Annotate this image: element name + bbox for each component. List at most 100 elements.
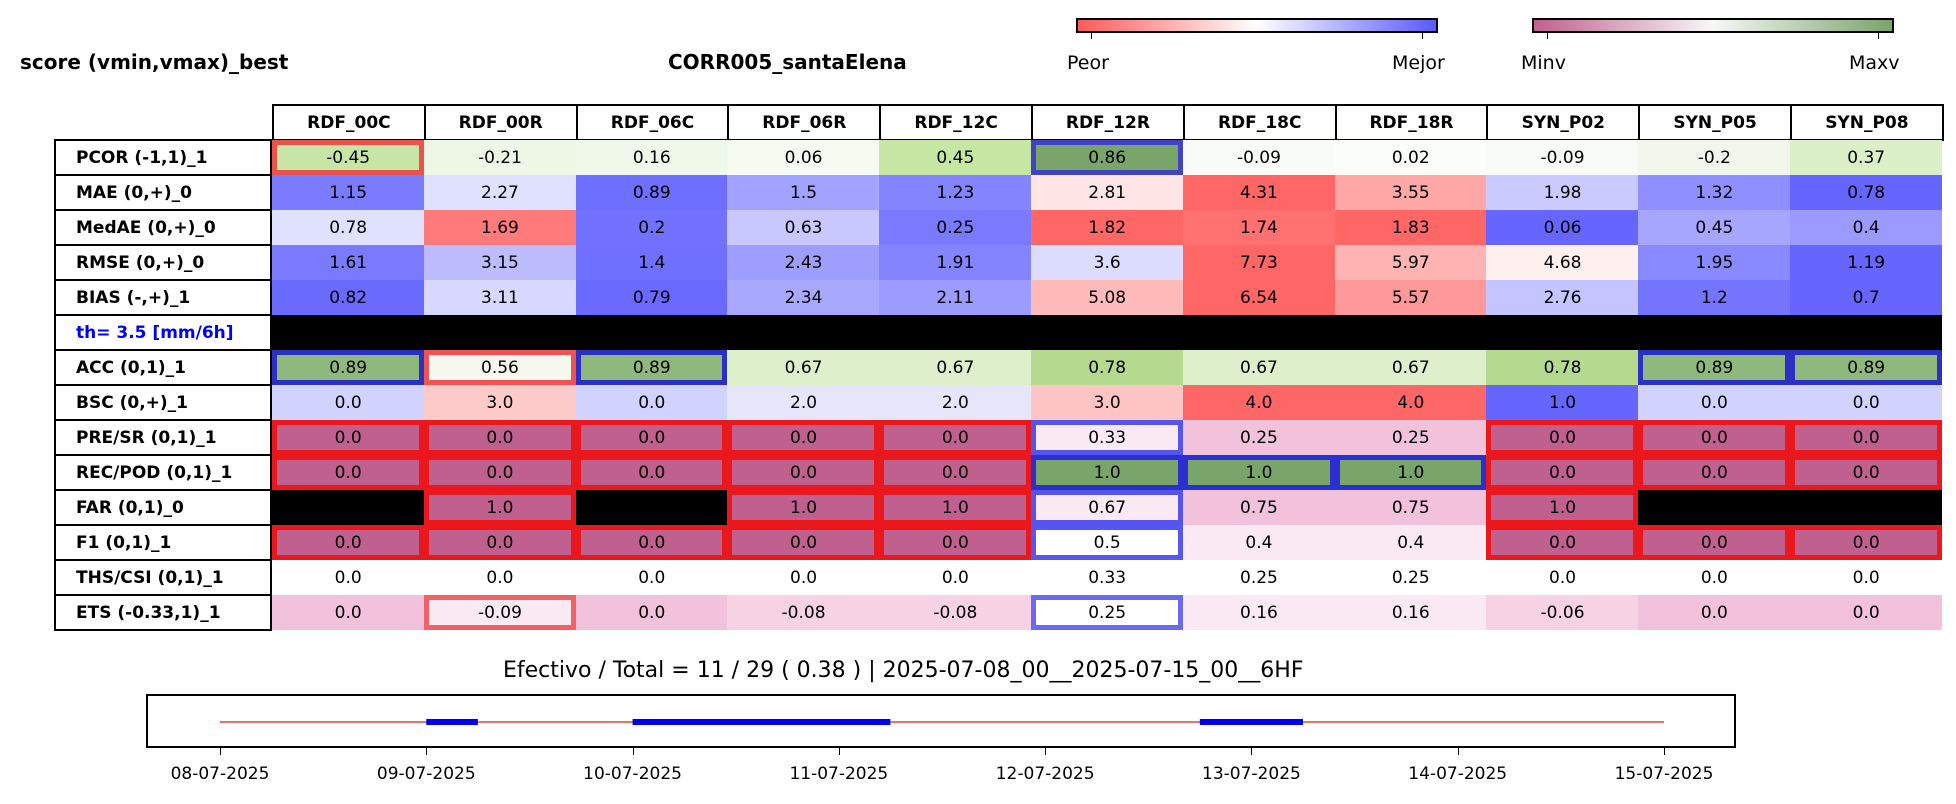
- table-cell: 0.0: [272, 560, 425, 595]
- colorbar-minv-maxv: [1532, 18, 1894, 33]
- table-cell: 0.0: [1486, 525, 1639, 560]
- table-cell: 0.16: [575, 140, 728, 175]
- column-header: RDF_06R: [727, 104, 882, 141]
- table-cell: 0.0: [575, 525, 728, 560]
- table-cell: 1.0: [1486, 385, 1639, 420]
- table-cell: [272, 490, 425, 525]
- table-cell: [575, 490, 728, 525]
- column-header: RDF_18C: [1182, 104, 1337, 141]
- table-cell: -0.21: [423, 140, 577, 175]
- table-cell: -0.08: [727, 595, 880, 630]
- table-cell: 0.25: [1031, 595, 1184, 630]
- colorbar-tick: [1547, 33, 1548, 39]
- table-cell: 0.37: [1790, 140, 1943, 175]
- timeline-tick-label: 15-07-2025: [1614, 764, 1714, 784]
- table-cell: 0.33: [1031, 560, 1184, 595]
- title-left: score (vmin,vmax)_best: [20, 50, 289, 74]
- table-cell: [1031, 315, 1184, 350]
- table-cell: [1638, 490, 1791, 525]
- table-cell: -0.2: [1638, 140, 1791, 175]
- timeline-plot: [220, 719, 1664, 725]
- colorbar-tick: [1091, 33, 1092, 39]
- table-cell: -0.06: [1486, 595, 1639, 630]
- table-cell: 0.0: [1486, 560, 1639, 595]
- table-cell: [575, 315, 728, 350]
- table-cell: 0.33: [1031, 420, 1184, 455]
- table-cell: 5.08: [1031, 280, 1184, 315]
- table-cell: 0.89: [272, 350, 425, 385]
- row-label: THS/CSI (0,1)_1: [54, 559, 272, 596]
- timeline-tick-label: 13-07-2025: [1202, 764, 1301, 784]
- timeline-tick: [838, 748, 840, 755]
- table-cell: 0.0: [423, 525, 577, 560]
- table-cell: 1.0: [1031, 455, 1184, 490]
- table-cell: 0.79: [575, 280, 728, 315]
- table-cell: 0.0: [1638, 420, 1791, 455]
- table-cell: 0.25: [1334, 420, 1487, 455]
- table-cell: 0.78: [272, 210, 425, 245]
- table-cell: 0.0: [727, 420, 880, 455]
- timeline-tick-label: 10-07-2025: [583, 764, 682, 784]
- table-cell: 0.86: [1031, 140, 1184, 175]
- table-cell: [423, 315, 577, 350]
- table-cell: [1638, 315, 1791, 350]
- table-cell: 0.0: [727, 560, 880, 595]
- table-cell: 0.0: [575, 595, 728, 630]
- table-cell: 0.63: [727, 210, 880, 245]
- table-cell: 0.25: [1334, 560, 1487, 595]
- table-cell: [1790, 490, 1943, 525]
- table-cell: 1.0: [1182, 455, 1336, 490]
- table-cell: 0.0: [1790, 525, 1943, 560]
- colorbar-high-label: Mejor: [1392, 52, 1445, 74]
- column-header: RDF_00R: [423, 104, 578, 141]
- table-cell: -0.09: [1486, 140, 1639, 175]
- table-cell: 2.27: [423, 175, 577, 210]
- table-cell: 4.0: [1334, 385, 1487, 420]
- column-header: RDF_06C: [575, 104, 730, 141]
- table-cell: 0.0: [1638, 595, 1791, 630]
- table-cell: [272, 315, 425, 350]
- table-cell: [1486, 315, 1639, 350]
- table-cell: 6.54: [1182, 280, 1336, 315]
- table-cell: 0.67: [727, 350, 880, 385]
- table-cell: 1.23: [879, 175, 1032, 210]
- table-cell: 1.0: [1486, 490, 1639, 525]
- table-cell: 0.0: [272, 420, 425, 455]
- table-cell: 0.0: [1638, 525, 1791, 560]
- table-cell: 0.0: [272, 455, 425, 490]
- row-label: BSC (0,+)_1: [54, 384, 272, 421]
- table-cell: 2.43: [727, 245, 880, 280]
- timeline-tick-label: 12-07-2025: [995, 764, 1095, 784]
- table-cell: 1.32: [1638, 175, 1791, 210]
- table-cell: 0.0: [1638, 385, 1791, 420]
- table-cell: 0.75: [1334, 490, 1487, 525]
- table-cell: 0.0: [272, 525, 425, 560]
- row-label: th= 3.5 [mm/6h]: [54, 314, 272, 351]
- table-cell: 0.4: [1790, 210, 1943, 245]
- table-cell: 0.25: [879, 210, 1032, 245]
- table-cell: 0.67: [1334, 350, 1487, 385]
- table-cell: 0.0: [1790, 455, 1943, 490]
- column-header: SYN_P05: [1638, 104, 1792, 141]
- table-cell: 2.81: [1031, 175, 1184, 210]
- table-cell: 0.0: [879, 560, 1032, 595]
- table-cell: 0.7: [1790, 280, 1943, 315]
- column-header: RDF_12C: [879, 104, 1033, 141]
- table-cell: 0.78: [1790, 175, 1943, 210]
- column-header: RDF_00C: [272, 104, 426, 141]
- colorbar-low-label: Peor: [1067, 52, 1109, 74]
- table-cell: 1.74: [1182, 210, 1336, 245]
- table-cell: 1.19: [1790, 245, 1943, 280]
- table-cell: 3.0: [1031, 385, 1184, 420]
- table-cell: 0.0: [1790, 560, 1943, 595]
- table-cell: 0.67: [1182, 350, 1336, 385]
- table-cell: 1.0: [727, 490, 880, 525]
- table-cell: 1.61: [272, 245, 425, 280]
- table-cell: 0.89: [1790, 350, 1943, 385]
- table-cell: 1.5: [727, 175, 880, 210]
- table-cell: 0.4: [1182, 525, 1336, 560]
- table-cell: 7.73: [1182, 245, 1336, 280]
- table-cell: 0.82: [272, 280, 425, 315]
- table-cell: 1.82: [1031, 210, 1184, 245]
- timeline-tick: [1045, 748, 1047, 755]
